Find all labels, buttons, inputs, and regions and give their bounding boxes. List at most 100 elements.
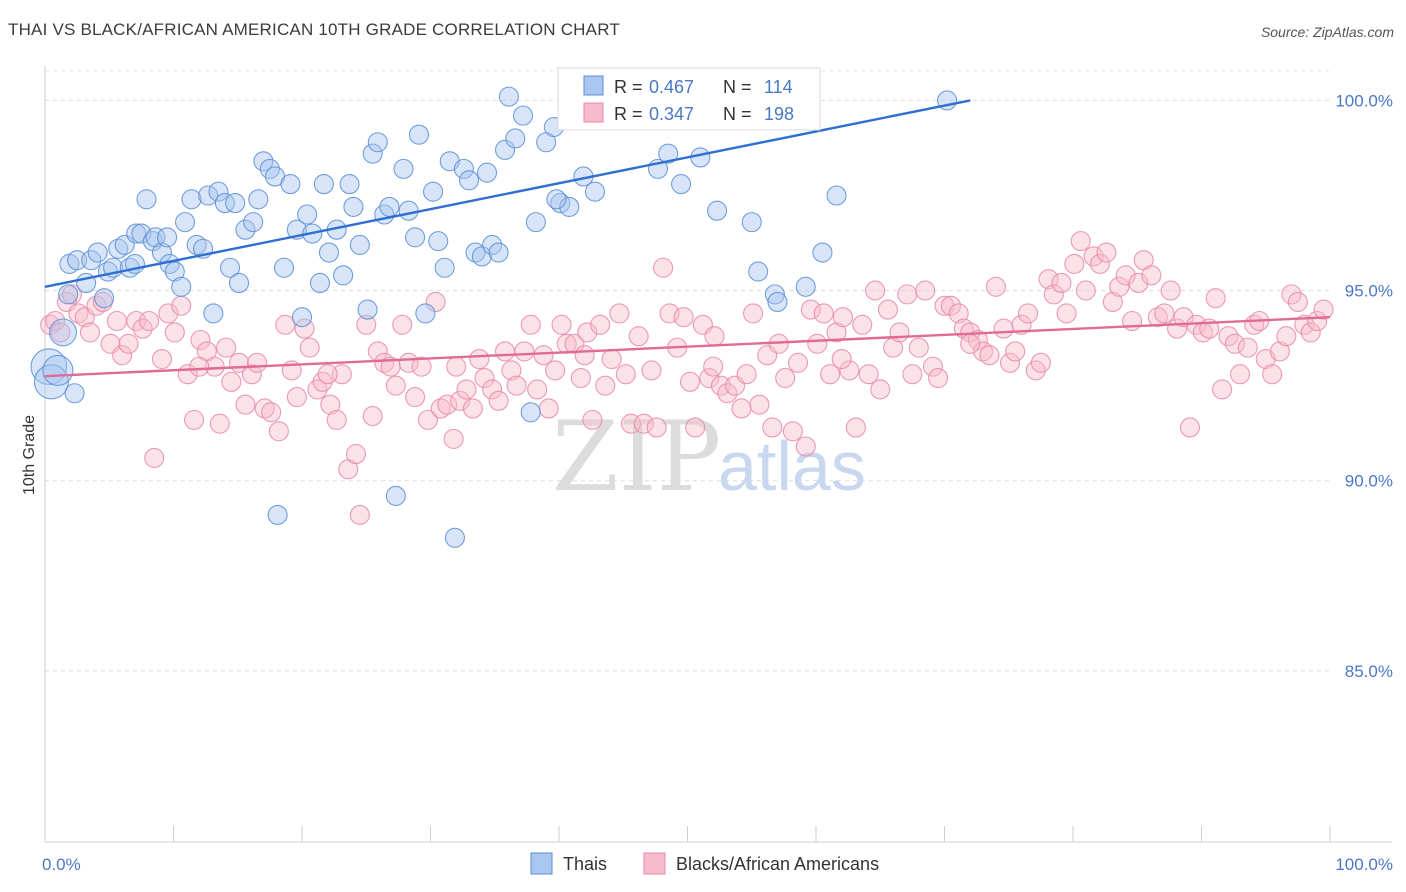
black-point [680,371,701,392]
black-point [164,322,185,343]
thai-point [546,189,567,210]
thai-point [318,242,340,263]
y-tick-labels: 85.0% 90.0% 95.0% 100.0% [1335,91,1393,680]
thai-point [228,272,250,294]
black-point [915,280,936,301]
black-point [1179,417,1200,438]
legend-r-label: R = [614,104,643,124]
thai-point [273,257,295,278]
series-black-points [40,231,1334,525]
legend-r-value: 0.347 [649,104,694,124]
black-point [615,364,636,385]
black-point [731,398,752,419]
black-point [609,303,630,324]
thai-point [367,132,388,153]
black-point [437,394,458,415]
watermark-zip: ZIP [552,401,721,513]
black-point [633,413,654,434]
thai-point [108,238,129,259]
black-point [795,436,816,457]
watermark-atlas: atlas [718,427,866,505]
black-point [533,345,554,366]
thai-point [291,307,313,328]
black-point [717,383,738,404]
black-point [275,314,296,335]
black-point [703,356,724,377]
thai-point [357,299,378,320]
black-point [469,348,490,370]
thai-point [225,193,246,214]
black-point [286,387,307,408]
black-point [1313,299,1334,320]
thai-point [186,234,207,255]
black-point [501,360,522,381]
legend-swatch-black [583,102,604,123]
black-point [1269,341,1290,362]
black-point [852,314,873,335]
black-point [1064,253,1085,275]
black-point [628,326,649,347]
thai-point [690,147,711,168]
black-point [908,337,929,358]
black-point [1128,272,1149,294]
black-point [326,409,347,430]
thai-point [235,219,256,240]
black-point [928,367,949,389]
black-point [268,421,289,442]
black-point [646,417,667,438]
black-point [171,295,192,316]
thai-point [164,261,185,282]
x-tick-label: 100.0% [1335,855,1393,874]
black-point [1237,337,1258,358]
black-point [1230,364,1251,385]
black-point [317,364,338,385]
thai-point [415,303,436,324]
black-point [462,398,483,419]
thai-point [471,246,492,267]
black-point [139,310,160,332]
black-point [456,379,477,400]
black-point [1262,364,1283,385]
thai-point [198,185,219,206]
black-point [349,504,370,525]
thai-point [398,200,419,221]
black-point [299,337,320,358]
black-point [216,337,237,358]
thai-point [393,158,414,179]
axes [44,66,1392,843]
black-point [374,352,395,373]
thai-point [512,105,534,126]
black-point [151,348,172,370]
black-point [527,379,548,400]
thai-point [126,223,147,244]
thai-point [248,189,269,210]
thai-point [476,162,498,183]
black-point [1043,284,1064,305]
bottom-legend-label-black: Blacks/African Americans [676,854,879,874]
black-point [782,421,803,442]
thai-point [465,242,486,263]
black-point [1011,314,1032,335]
black-point [685,417,706,438]
thai-point [671,174,692,195]
black-point [985,276,1006,297]
thai-point [385,485,406,506]
series-legend: Thais Blacks/African Americans [530,852,879,875]
black-point [736,364,757,385]
black-point [653,257,674,278]
black-point [897,284,918,305]
black-point [261,402,282,423]
thai-point [658,143,679,164]
thai-point [208,181,229,202]
black-point [506,375,527,396]
thai-point [408,124,429,145]
black-point [948,303,969,324]
black-point [158,303,179,324]
black-point [385,375,406,396]
black-point [1089,253,1111,275]
x-tick-labels: 0.0% 100.0% [42,855,1393,874]
black-point [877,299,899,320]
black-point [246,352,268,373]
bottom-legend-swatch-black [643,852,666,875]
legend-n-value: 114 [764,77,793,97]
